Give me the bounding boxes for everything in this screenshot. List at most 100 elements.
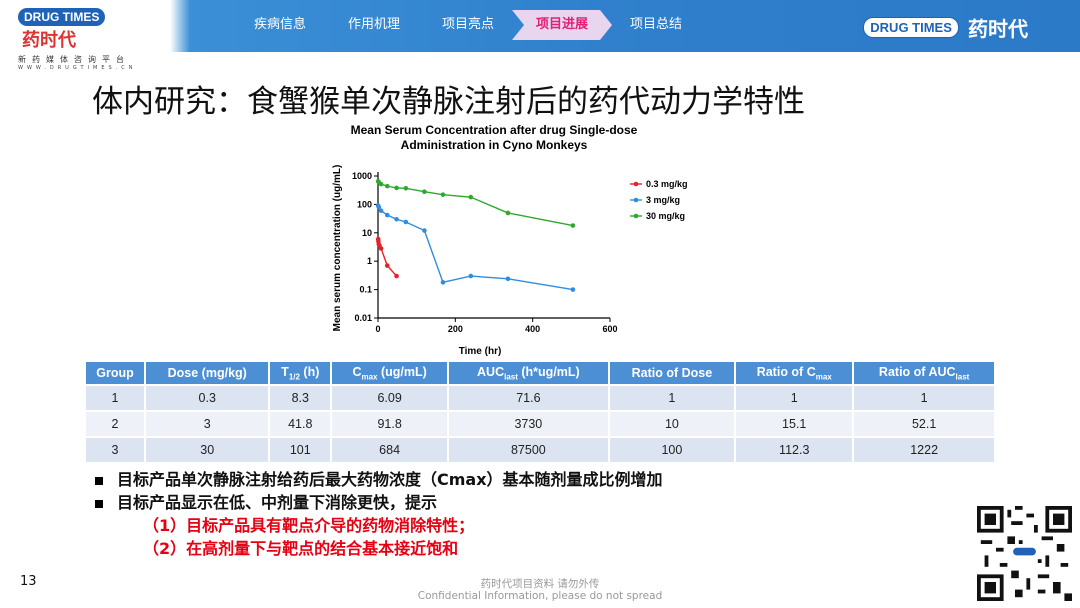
table-cell: 15.1: [735, 410, 855, 437]
chart-title-line1: Mean Serum Concentration after drug Sing…: [351, 123, 638, 137]
header-subscript: 1/2: [288, 372, 300, 382]
page-number: 13: [20, 574, 37, 589]
table-header-cell: Ratio of AUClast: [853, 362, 996, 385]
confidential-cn: 药时代项目资料 请勿外传: [480, 578, 600, 590]
chart-title-line2: Administration in Cyno Monkeys: [401, 138, 588, 152]
y-tick-label: 1: [367, 256, 372, 266]
data-point: [378, 208, 384, 214]
table-header-cell: Ratio of Cmax: [735, 362, 855, 385]
table-cell: 52.1: [853, 410, 996, 437]
table-cell: 100: [608, 436, 737, 462]
page-title: 体内研究：食蟹猴单次静脉注射后的药代动力学特性: [92, 84, 805, 120]
legend-marker: [633, 197, 639, 203]
nav-progress[interactable]: 项目进展: [512, 10, 612, 40]
logo-tagline: 新药媒体咨询平台: [18, 55, 130, 64]
table-row: 2 3 41.8 91.8 3730 10 15.1 52.1: [86, 410, 996, 437]
x-tick-label: 600: [602, 324, 617, 334]
y-tick-label: 10: [362, 228, 372, 238]
table-cell: 71.6: [448, 384, 610, 411]
table-header-cell: T1/2 (h): [269, 362, 333, 385]
table-cell: 0.3: [145, 384, 271, 411]
data-point: [384, 183, 390, 189]
conclusions: 目标产品单次静脉注射给药后最大药物浓度（Cmax）基本随剂量成比例增加 目标产品…: [95, 468, 663, 560]
data-point: [378, 181, 384, 187]
header-subscript: last: [955, 372, 970, 382]
data-point: [468, 194, 474, 200]
legend-label: 0.3 mg/kg: [646, 179, 688, 189]
y-tick-label: 0.1: [359, 285, 372, 295]
y-tick-label: 1000: [352, 171, 372, 181]
data-point: [570, 223, 576, 228]
table-cell: 1: [86, 384, 147, 411]
table-header-cell: Group: [86, 362, 147, 385]
legend-label: 3 mg/kg: [646, 195, 680, 205]
table-row: 3 30 101 684 87500 100 112.3 1222: [86, 436, 996, 462]
bullet-point-2: 目标产品显示在低、中剂量下消除更快，提示: [95, 491, 663, 514]
data-point: [468, 273, 474, 279]
x-axis-label: Time (hr): [459, 346, 502, 357]
nav-mechanism[interactable]: 作用机理: [347, 17, 400, 32]
table-cell: 3: [145, 410, 271, 437]
data-point: [403, 185, 409, 191]
table-header-row: Group Dose (mg/kg) T1/2 (h) Cmax (ug/mL) AUC…: [86, 362, 996, 385]
data-point: [384, 263, 390, 268]
logo-url: WWW.DRUGTIMES.CN: [18, 65, 137, 71]
bullet-square-icon: [95, 499, 103, 508]
pk-chart: Mean Serum Concentration after drug Sing…: [320, 118, 740, 358]
data-point: [505, 210, 511, 216]
data-point: [394, 273, 399, 279]
section-nav: 疾病信息 作用机理 项目亮点 项目进展 项目总结: [230, 10, 700, 40]
nav-disease-info[interactable]: 疾病信息: [253, 17, 306, 32]
data-point: [505, 276, 511, 282]
data-point: [394, 216, 399, 222]
table-cell: 91.8: [331, 410, 450, 437]
bullet-text: 目标产品显示在低、中剂量下消除更快，提示: [117, 493, 438, 512]
table-header-cell: Cmax (ug/mL): [331, 362, 450, 385]
data-point: [440, 192, 446, 197]
qr-code-icon[interactable]: [977, 506, 1072, 601]
table-row: 1 0.3 8.3 6.09 71.6 1 1 1: [86, 384, 996, 411]
table-cell: 30: [145, 436, 271, 462]
logo-right-badge: DRUG TIMES: [863, 17, 959, 38]
x-tick-label: 400: [525, 324, 540, 334]
table-cell: 41.8: [269, 410, 333, 437]
table-cell: 1222: [853, 436, 996, 462]
x-tick-label: 200: [448, 324, 463, 334]
y-tick-label: 100: [357, 199, 372, 209]
table-header-cell: Dose (mg/kg): [145, 362, 271, 385]
nav-summary[interactable]: 项目总结: [629, 17, 682, 32]
table-cell: 101: [269, 436, 333, 462]
bullet-point-1: 目标产品单次静脉注射给药后最大药物浓度（Cmax）基本随剂量成比例增加: [95, 468, 663, 491]
header-subscript: max: [815, 372, 832, 382]
data-point: [422, 228, 427, 233]
header-subscript: last: [504, 372, 518, 382]
pk-chart-svg: Mean Serum Concentration after drug Sing…: [332, 123, 688, 357]
table-cell: 1: [853, 384, 996, 411]
nav-highlights[interactable]: 项目亮点: [441, 17, 494, 32]
data-point: [570, 287, 576, 292]
top-banner: DRUG TIMES 药时代 新药媒体咨询平台 WWW.DRUGTIMES.CN…: [0, 0, 1080, 71]
logo-badge: DRUG TIMES: [18, 8, 106, 26]
table-cell: 87500: [448, 436, 610, 462]
data-point: [394, 185, 399, 191]
chart-series: [375, 179, 576, 292]
data-point: [378, 246, 384, 251]
drugtimes-logo[interactable]: DRUG TIMES 药时代 新药媒体咨询平台 WWW.DRUGTIMES.CN: [18, 6, 168, 71]
y-axis-label: Mean serum concentration (ug/mL): [332, 165, 343, 332]
bullet-square-icon: [95, 476, 103, 485]
logo-right-chinese: 药时代: [968, 17, 1028, 41]
table-cell: 112.3: [735, 436, 855, 462]
pk-parameters-table: Group Dose (mg/kg) T1/2 (h) Cmax (ug/mL) AUC…: [86, 362, 996, 462]
sub-point-1: （1）目标产品具有靶点介导的药物消除特性；: [143, 516, 475, 535]
y-tick-label: 0.01: [354, 313, 372, 323]
data-point: [384, 212, 390, 218]
table-cell: 684: [331, 436, 450, 462]
x-tick-label: 0: [375, 324, 380, 334]
header-subscript: max: [361, 372, 378, 382]
table-header-cell: AUClast (h*ug/mL): [448, 362, 610, 385]
logo-chinese-name: 药时代: [22, 30, 76, 51]
table-cell: 2: [86, 410, 147, 437]
table-cell: 10: [608, 410, 737, 437]
table-cell: 3730: [448, 410, 610, 437]
sub-point-2: （2）在高剂量下与靶点的结合基本接近饱和: [143, 539, 459, 558]
